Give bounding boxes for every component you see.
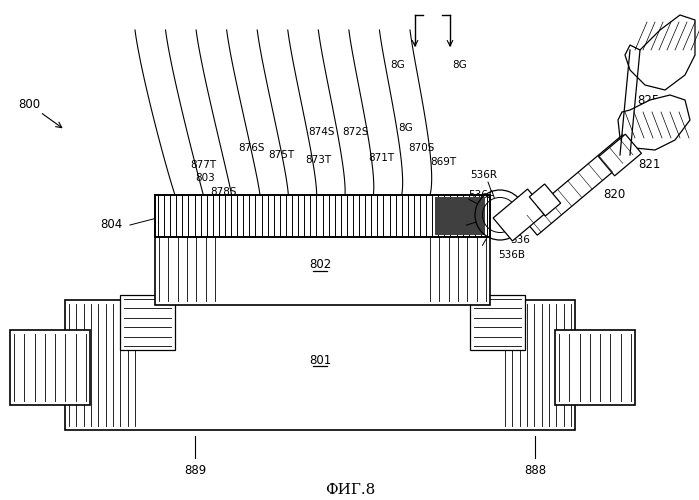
Text: 888: 888 [524, 464, 546, 476]
Text: 869T: 869T [430, 157, 456, 167]
Polygon shape [598, 134, 642, 176]
Bar [470, 295, 525, 350]
Text: 875T: 875T [268, 150, 294, 160]
Text: 874S: 874S [308, 127, 335, 137]
Text: 872S: 872S [342, 127, 368, 137]
Text: 802: 802 [309, 258, 331, 272]
Polygon shape [493, 189, 547, 241]
Text: 870S: 870S [408, 143, 434, 153]
Polygon shape [523, 135, 637, 235]
Text: 536B: 536B [498, 250, 525, 260]
Text: ФИГ.8: ФИГ.8 [325, 483, 375, 497]
Bar [155, 230, 490, 305]
Text: 873T: 873T [305, 155, 331, 165]
Text: 876S: 876S [238, 143, 264, 153]
Bar [435, 197, 485, 235]
Text: 536A: 536A [468, 190, 495, 200]
Text: 536: 536 [510, 235, 530, 245]
Text: 8G: 8G [453, 60, 468, 70]
Text: 821: 821 [638, 158, 661, 172]
Text: 8G: 8G [391, 60, 405, 70]
Text: 8G: 8G [398, 123, 412, 133]
Bar [10, 330, 90, 405]
Text: 801: 801 [309, 354, 331, 366]
Text: 536R: 536R [470, 170, 497, 180]
Text: 871T: 871T [368, 153, 394, 163]
Text: 877T: 877T [190, 160, 216, 170]
Polygon shape [625, 15, 695, 90]
Text: 825: 825 [637, 94, 659, 106]
Polygon shape [618, 95, 690, 150]
Text: 800: 800 [18, 98, 40, 112]
Bar [120, 295, 175, 350]
Bar [65, 300, 575, 430]
Text: 804: 804 [100, 218, 122, 232]
Text: 889: 889 [184, 464, 206, 476]
Bar [555, 330, 635, 405]
Bar [155, 195, 490, 237]
Text: 820: 820 [603, 188, 625, 202]
Polygon shape [529, 184, 561, 216]
Text: 878S: 878S [210, 187, 236, 197]
Text: 803: 803 [195, 173, 215, 183]
